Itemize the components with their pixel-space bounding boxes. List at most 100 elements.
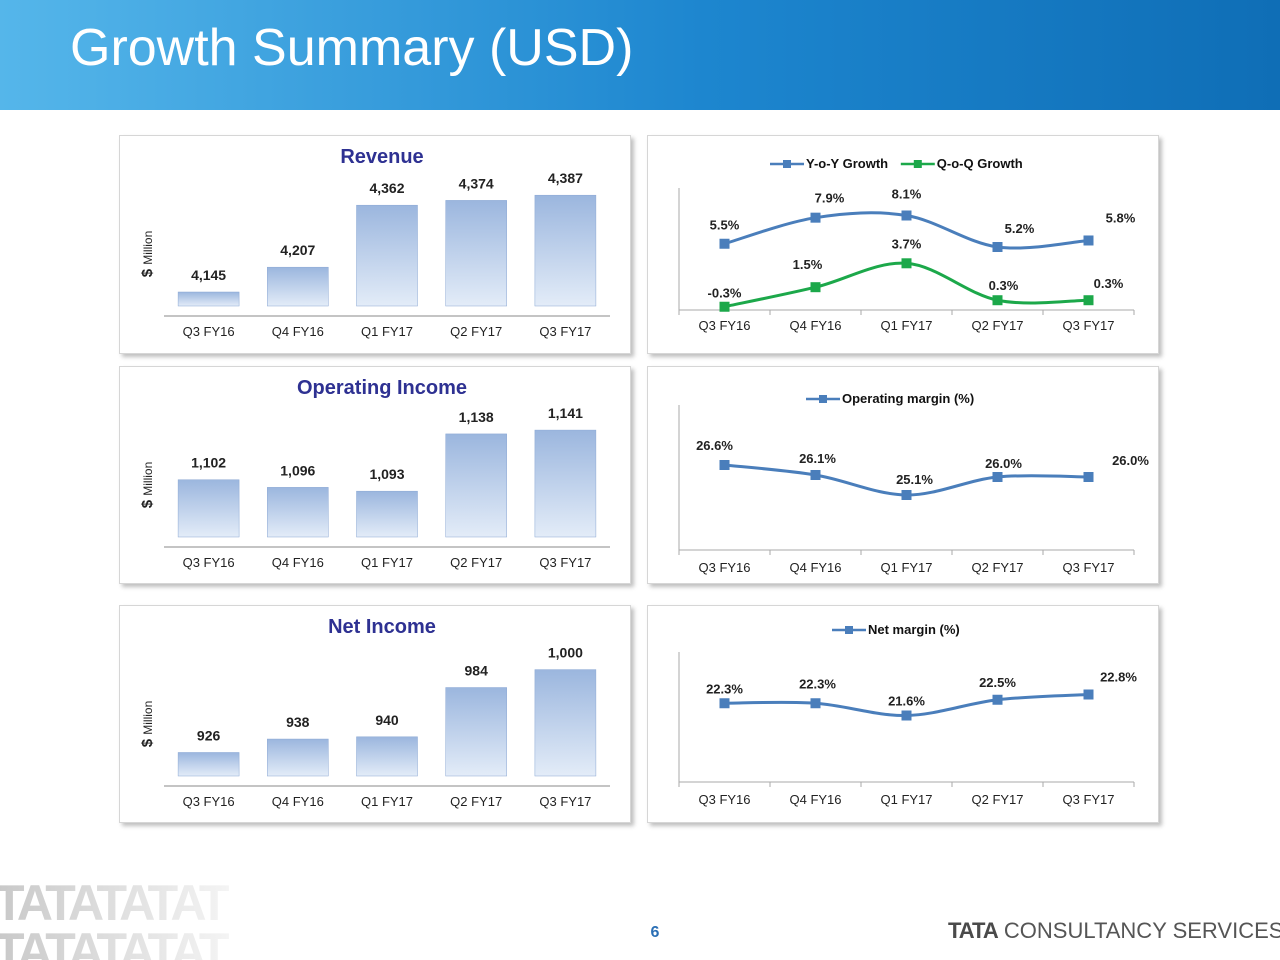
series-line-1 [724, 261, 1089, 309]
x-tick-label: Q4 FY16 [789, 318, 841, 333]
x-tick-label: Q3 FY17 [1062, 318, 1114, 333]
y-axis-label: $ Million [139, 701, 156, 748]
data-point [810, 212, 821, 223]
bar-value-label: 4,387 [548, 170, 583, 186]
data-point [719, 698, 730, 709]
bar-value-label: 1,096 [280, 462, 315, 478]
bar-value-label: 1,000 [548, 645, 583, 661]
data-label: 5.2% [1005, 221, 1035, 236]
data-label: 3.7% [892, 236, 922, 251]
x-tick-label: Q4 FY16 [272, 324, 324, 339]
chart-title: Revenue [340, 146, 423, 168]
bar-q4-fy16 [267, 738, 329, 777]
x-tick-label: Q3 FY17 [539, 794, 591, 809]
x-tick-label: Q3 FY17 [539, 555, 591, 570]
bar-value-label: 4,145 [191, 267, 226, 283]
page-number: 6 [650, 924, 660, 941]
bar-q4-fy16 [267, 266, 329, 307]
data-label: 21.6% [888, 694, 925, 709]
data-label: 0.3% [1094, 276, 1124, 291]
x-tick-label: Q4 FY16 [789, 792, 841, 807]
bar-q2-fy17 [445, 687, 507, 777]
x-tick-label: Q1 FY17 [361, 324, 413, 339]
revenue-chart: Revenue $ Million 4,145 Q3 FY16 4,207 Q4 FY16… [139, 146, 610, 339]
bar-value-label: 1,102 [191, 455, 226, 471]
revenue-growth-chart-panel: Q3 FY16 Q4 FY16 Q1 FY17 Q2 FY17 Q3 FY17 Y-o-Y… [647, 135, 1159, 354]
data-label: 25.1% [896, 472, 933, 487]
data-label: 22.3% [706, 681, 743, 696]
legend-label: Q-o-Q Growth [937, 156, 1023, 171]
bar-q2-fy17 [445, 200, 507, 307]
bar-q1-fy17 [356, 204, 418, 307]
bar-q1-fy17 [356, 736, 418, 777]
bar-value-label: 4,374 [459, 175, 494, 191]
data-label: 26.0% [1112, 453, 1149, 468]
bar-value-label: 4,207 [280, 242, 315, 258]
data-point [992, 472, 1003, 482]
bar-value-label: 938 [286, 714, 310, 730]
bar-q2-fy17 [445, 433, 507, 538]
bar-q3-fy17 [534, 194, 597, 307]
net-margin-chart-panel: Q3 FY16 Q4 FY16 Q1 FY17 Q2 FY17 Q3 FY17 Net m… [647, 605, 1159, 823]
x-tick-label: Q4 FY16 [789, 560, 841, 575]
x-tick-label: Q3 FY17 [1062, 792, 1114, 807]
bar-value-label: 984 [465, 663, 489, 679]
legend-marker [845, 626, 853, 634]
data-point [901, 490, 912, 500]
data-point [992, 295, 1003, 306]
bar-value-label: 4,362 [369, 180, 404, 196]
legend-marker [819, 395, 827, 403]
x-tick-label: Q1 FY17 [880, 318, 932, 333]
x-tick-label: Q3 FY16 [698, 792, 750, 807]
data-point [1083, 689, 1094, 700]
legend-label: Operating margin (%) [842, 391, 974, 406]
data-point [992, 694, 1003, 705]
x-tick-label: Q1 FY17 [880, 560, 932, 575]
x-tick-label: Q2 FY17 [971, 792, 1023, 807]
x-tick-label: Q4 FY16 [272, 555, 324, 570]
data-label: 22.5% [979, 675, 1016, 690]
operating-margin-chart-panel: Q3 FY16 Q4 FY16 Q1 FY17 Q2 FY17 Q3 FY17 Opera… [647, 366, 1159, 584]
data-label: 8.1% [892, 187, 922, 202]
data-point [719, 460, 730, 470]
x-tick-label: Q3 FY16 [183, 324, 235, 339]
company-brand-prefix: TATA [948, 918, 999, 943]
bar-value-label: 940 [375, 712, 399, 728]
data-label: 26.0% [985, 456, 1022, 471]
operating-income-chart-panel: Operating Income $ Million 1,102 Q3 FY16 1,0… [119, 366, 631, 584]
y-axis-label: $ Million [139, 231, 156, 278]
operating-income-chart: Operating Income $ Million 1,102 Q3 FY16 1,0… [139, 377, 610, 570]
x-tick-label: Q1 FY17 [361, 555, 413, 570]
data-point [810, 282, 821, 293]
data-label: 1.5% [793, 257, 823, 272]
bar-value-label: 1,138 [459, 409, 494, 425]
x-tick-label: Q3 FY17 [1062, 560, 1114, 575]
data-point [1083, 472, 1094, 482]
bar-value-label: 1,093 [369, 466, 404, 482]
chart-title: Net Income [328, 616, 436, 638]
data-point [901, 258, 912, 269]
x-tick-label: Q3 FY17 [539, 324, 591, 339]
legend-label: Net margin (%) [868, 622, 960, 637]
data-label: -0.3% [708, 286, 742, 301]
data-point [1083, 295, 1094, 306]
bar-q3-fy17 [534, 429, 597, 538]
legend-marker [913, 160, 922, 168]
data-label: 26.6% [696, 438, 733, 453]
data-label: 26.1% [799, 451, 836, 466]
data-label: 22.3% [799, 676, 836, 691]
bar-q1-fy17 [356, 490, 418, 538]
x-tick-label: Q3 FY16 [698, 560, 750, 575]
bar-q3-fy16 [177, 291, 240, 307]
bar-q3-fy16 [177, 479, 240, 538]
tata-pattern-logo: TATATATAT TATATATAT [0, 882, 310, 960]
revenue-growth-chart: Q3 FY16 Q4 FY16 Q1 FY17 Q2 FY17 Q3 FY17 Y-o-Y… [678, 156, 1136, 333]
logo-pattern-row-1: TATATATAT [0, 882, 229, 931]
data-point [810, 698, 821, 709]
data-point [719, 238, 730, 249]
x-tick-label: Q2 FY17 [450, 794, 502, 809]
x-tick-label: Q4 FY16 [272, 794, 324, 809]
net-income-chart-panel: Net Income $ Million 926 Q3 FY16 938 Q4 FY16 9… [119, 605, 631, 823]
x-tick-label: Q3 FY16 [183, 794, 235, 809]
net-margin-chart: Q3 FY16 Q4 FY16 Q1 FY17 Q2 FY17 Q3 FY17 Net m… [678, 622, 1137, 807]
